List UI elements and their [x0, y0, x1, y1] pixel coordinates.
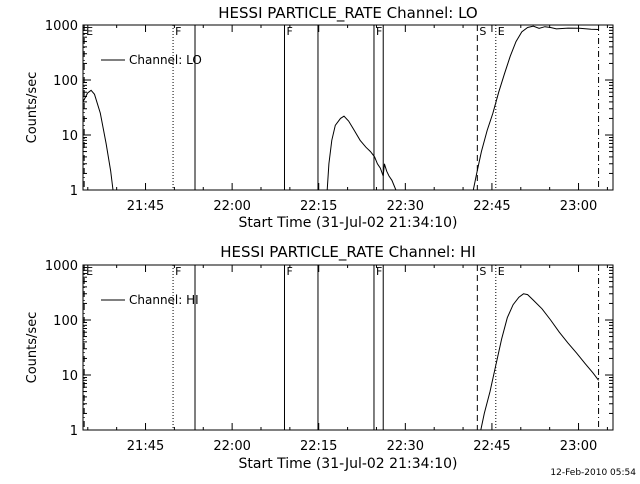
- y-tick-label: 100: [53, 74, 78, 89]
- event-marker-label: F: [286, 265, 292, 278]
- y-axis-label: Counts/sec: [25, 72, 40, 144]
- x-tick-label: 22:15: [300, 439, 337, 454]
- x-axis-label: Start Time (31-Jul-02 21:34:10): [238, 215, 457, 231]
- x-tick-label: 22:45: [473, 199, 510, 214]
- y-tick-label: 1: [70, 184, 78, 199]
- event-marker-label: S: [479, 25, 486, 38]
- chart-title: HESSI PARTICLE_RATE Channel: HI: [220, 243, 476, 262]
- x-tick-label: 21:45: [127, 199, 164, 214]
- series-line: [82, 89, 114, 191]
- series-line: [326, 115, 397, 191]
- x-tick-label: 22:30: [387, 199, 424, 214]
- y-tick-label: 1000: [45, 19, 78, 34]
- x-tick-label: 22:30: [387, 439, 424, 454]
- event-marker-label: E: [86, 25, 93, 38]
- event-marker-label: S: [479, 265, 486, 278]
- plot-frame: [82, 24, 614, 191]
- legend-label: Channel: HI: [129, 293, 199, 307]
- event-marker-label: E: [498, 265, 505, 278]
- footer-timestamp: 12-Feb-2010 05:54: [550, 468, 636, 478]
- chart-title: HESSI PARTICLE_RATE Channel: LO: [218, 4, 477, 23]
- series-line: [480, 293, 599, 431]
- y-tick-label: 100: [53, 314, 78, 329]
- x-tick-label: 22:00: [213, 439, 250, 454]
- x-tick-label: 21:45: [127, 439, 164, 454]
- event-marker-label: F: [175, 25, 181, 38]
- event-marker-label: E: [498, 25, 505, 38]
- x-tick-label: 23:00: [560, 199, 597, 214]
- event-marker-label: F: [286, 25, 292, 38]
- event-marker-label: E: [86, 265, 93, 278]
- x-tick-label: 22:15: [300, 199, 337, 214]
- y-tick-label: 10: [61, 369, 78, 384]
- y-tick-label: 10: [61, 129, 78, 144]
- event-marker-label: F: [175, 265, 181, 278]
- event-marker-label: F: [376, 265, 382, 278]
- y-tick-label: 1: [70, 424, 78, 439]
- y-axis-label: Counts/sec: [25, 312, 40, 384]
- x-tick-label: 22:00: [213, 199, 250, 214]
- x-tick-label: 23:00: [560, 439, 597, 454]
- y-tick-label: 1000: [45, 259, 78, 274]
- event-marker-label: F: [376, 25, 382, 38]
- x-tick-label: 22:45: [473, 439, 510, 454]
- x-axis-label: Start Time (31-Jul-02 21:34:10): [238, 456, 457, 472]
- series-line: [472, 25, 599, 191]
- plot-frame: [82, 264, 614, 431]
- legend-label: Channel: LO: [129, 53, 202, 67]
